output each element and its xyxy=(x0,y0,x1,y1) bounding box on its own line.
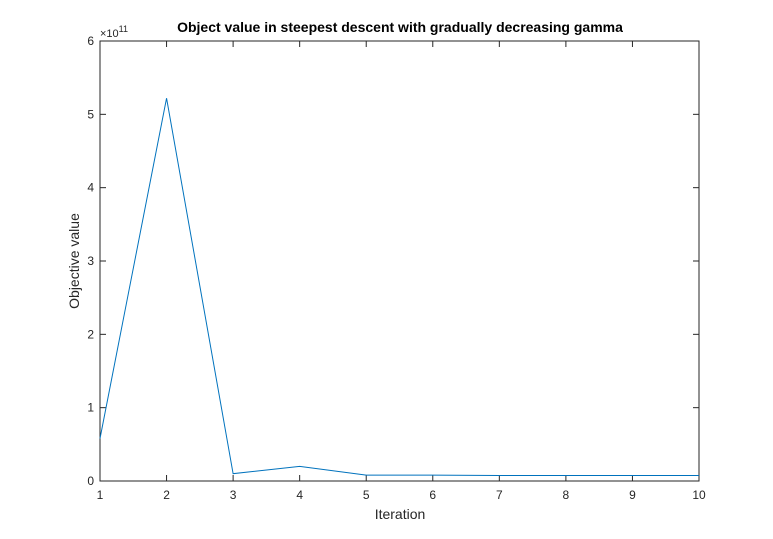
x-tick-label: 2 xyxy=(163,488,170,502)
series-line xyxy=(99,98,699,476)
y-tick-label: 4 xyxy=(87,181,94,195)
x-tick-label: 9 xyxy=(629,488,636,502)
y-tick-label: 6 xyxy=(87,34,94,48)
y-tick-label: 0 xyxy=(87,474,94,488)
y-tick-label: 1 xyxy=(87,401,94,415)
series-layer xyxy=(99,98,699,476)
x-tick-label: 5 xyxy=(363,488,370,502)
chart-title: Object value in steepest descent with gr… xyxy=(177,19,623,35)
x-tick-label: 10 xyxy=(692,488,706,502)
y-exponent-base: ×10 xyxy=(100,28,119,40)
x-tick-label: 8 xyxy=(563,488,570,502)
x-axis-label: Iteration xyxy=(375,506,426,522)
y-tick-label: 2 xyxy=(87,327,94,341)
y-tick-label: 3 xyxy=(87,254,94,268)
x-tick-label: 4 xyxy=(296,488,303,502)
y-exponent-power: 11 xyxy=(119,24,128,34)
y-axis-exponent: ×1011 xyxy=(100,24,128,40)
y-tick-label: 5 xyxy=(87,107,94,121)
x-tick-label: 3 xyxy=(230,488,237,502)
x-tick-label: 6 xyxy=(429,488,436,502)
x-tick-label: 7 xyxy=(496,488,503,502)
plot-area xyxy=(99,40,700,482)
y-axis-label: Objective value xyxy=(66,213,82,309)
x-tick-label: 1 xyxy=(97,488,104,502)
